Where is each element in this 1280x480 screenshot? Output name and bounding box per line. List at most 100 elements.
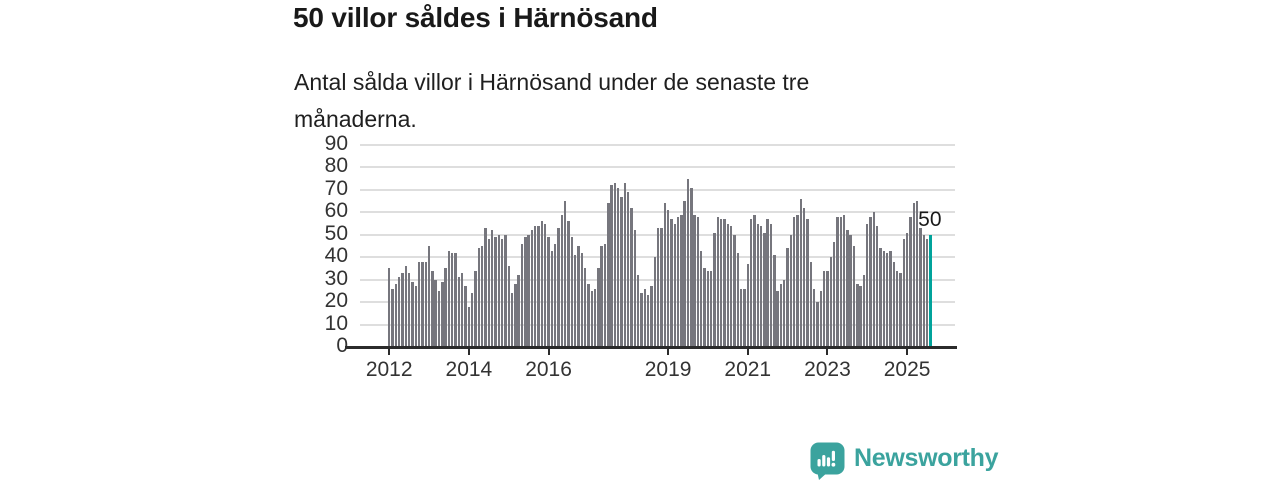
bar [431,270,434,347]
bar [826,270,829,347]
bar [577,246,580,347]
bar [819,290,822,347]
bar [457,277,461,347]
bar [783,279,786,347]
y-axis-tick-label: 30 [324,266,348,290]
bar [779,284,783,347]
bar [902,239,905,347]
gridline [360,188,955,191]
bar [696,216,700,347]
bar [693,214,696,347]
x-axis-tick-label: 2014 [445,358,493,381]
bar [534,225,537,347]
bar [866,223,869,347]
bar [769,223,773,347]
bar [480,246,484,347]
bar [919,228,922,347]
bar [583,268,587,347]
bar [690,187,693,347]
bar [580,252,583,347]
bar [892,261,896,347]
bar [461,272,464,347]
bar [607,203,610,347]
bar [590,290,593,347]
chart-title: 50 villor såldes i Härnösand [293,2,658,33]
bar [646,295,650,347]
bar [706,270,710,347]
bar [895,270,899,347]
y-axis-tick-label: 90 [324,132,348,155]
bar [680,214,683,347]
x-axis-tick [388,348,391,355]
bar [663,203,666,347]
bar [603,243,607,347]
bar [756,223,759,347]
bar [746,263,749,347]
bar [520,243,524,347]
bar [713,232,716,347]
bar [793,216,796,347]
bar [829,257,832,347]
bar [653,257,656,347]
bar [686,178,690,347]
bar [424,261,427,347]
x-axis-tick [746,348,749,355]
bar [530,230,534,347]
bar [394,284,398,347]
y-axis-tick-label: 80 [324,154,348,178]
bar [643,288,647,347]
bar [597,268,600,347]
bar [544,223,547,347]
bar [504,234,507,347]
y-axis-labels: 0 10 20 30 40 50 60 70 80 90 [294,132,348,357]
bar [547,237,550,347]
bar [487,239,490,347]
bar [600,246,603,347]
bar [414,286,417,347]
bar [484,228,487,347]
bar [862,275,866,347]
bar [909,216,912,347]
bar [925,239,929,347]
bar [510,293,514,347]
bar [656,228,660,347]
bar [637,275,640,347]
bar [700,250,703,347]
bar [739,288,743,347]
bar [593,288,597,347]
bar [809,261,813,347]
bar [846,230,849,347]
bar [471,293,474,347]
bar [849,234,852,347]
bar [723,219,726,347]
bar [899,272,902,347]
bar [563,201,567,347]
newsworthy-logo-icon [810,442,845,480]
y-axis-tick-label: 0 [336,334,348,357]
bar [494,237,497,347]
bar [517,275,520,347]
newsworthy-wordmark: Newsworthy [854,443,999,472]
bar [640,293,643,347]
bar [812,288,816,347]
bar [388,268,391,347]
bar [650,286,653,347]
bar [620,196,623,347]
highlight-bar [929,234,932,347]
bar [759,225,763,347]
bar [915,201,919,347]
bar [633,230,637,347]
bar [876,225,879,347]
x-axis-tick-label: 2021 [724,358,772,381]
bar [710,270,713,347]
bar [660,228,663,347]
bar [610,185,613,347]
bar [763,232,766,347]
bar [434,279,437,347]
bar [397,277,401,347]
bar [733,234,736,347]
x-axis-tick-label: 2016 [525,358,572,381]
bar [666,210,670,347]
bar [507,266,510,347]
